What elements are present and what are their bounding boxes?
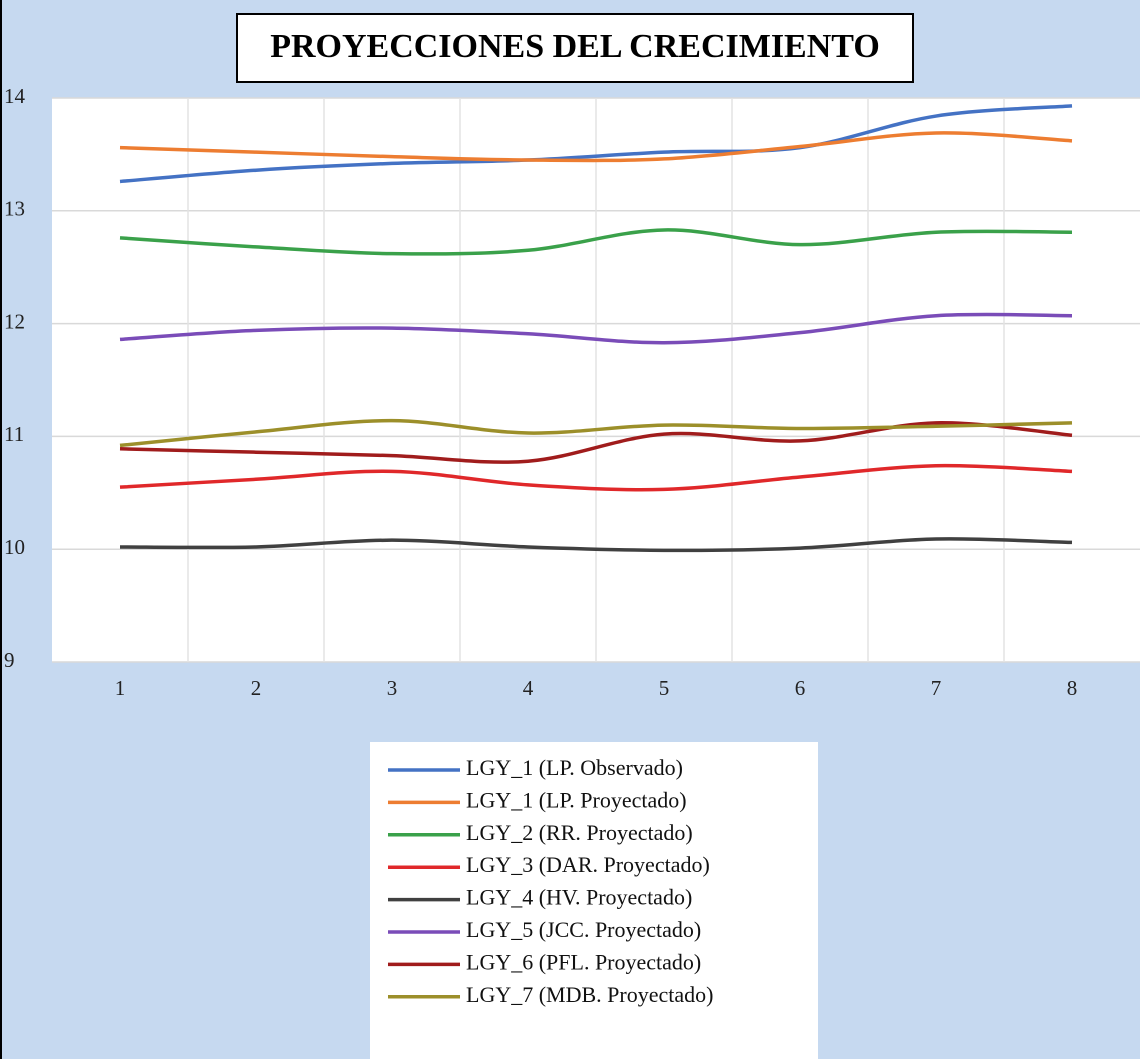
grid bbox=[52, 97, 1140, 663]
series-line bbox=[119, 104, 1073, 184]
x-tick-label: 4 bbox=[523, 676, 534, 700]
x-tick-label: 8 bbox=[1067, 676, 1078, 700]
legend-label: LGY_4 (HV. Proyectado) bbox=[466, 885, 692, 910]
series-line bbox=[119, 418, 1073, 448]
legend-label: LGY_1 (LP. Proyectado) bbox=[466, 787, 687, 812]
y-tick-label: 11 bbox=[4, 422, 24, 446]
series-line bbox=[119, 537, 1073, 553]
x-tick-label: 2 bbox=[251, 676, 262, 700]
y-tick-label: 14 bbox=[4, 84, 26, 108]
legend-label: LGY_2 (RR. Proyectado) bbox=[466, 820, 693, 845]
x-tick-label: 1 bbox=[115, 676, 126, 700]
legend-label: LGY_7 (MDB. Proyectado) bbox=[466, 982, 713, 1007]
y-tick-label: 12 bbox=[4, 309, 25, 333]
legend-label: LGY_3 (DAR. Proyectado) bbox=[466, 852, 710, 877]
lines bbox=[119, 104, 1073, 553]
legend-label: LGY_5 (JCC. Proyectado) bbox=[466, 917, 701, 942]
chart-title: PROYECCIONES DEL CRECIMIENTO bbox=[270, 28, 880, 65]
legend-label: LGY_1 (LP. Observado) bbox=[466, 755, 683, 780]
x-tick-label: 6 bbox=[795, 676, 806, 700]
y-tick-label: 9 bbox=[4, 648, 15, 672]
legend-label: LGY_6 (PFL. Proyectado) bbox=[466, 949, 701, 974]
series-line bbox=[119, 312, 1073, 345]
x-tick-label: 3 bbox=[387, 676, 398, 700]
y-tick-label: 10 bbox=[4, 535, 25, 559]
series-line bbox=[119, 228, 1073, 256]
x-tick-label: 5 bbox=[659, 676, 670, 700]
y-tick-label: 13 bbox=[4, 197, 25, 221]
x-tick-label: 7 bbox=[931, 676, 942, 700]
series-line bbox=[119, 131, 1073, 163]
title-box bbox=[236, 13, 914, 83]
series-line bbox=[119, 421, 1073, 464]
series-line bbox=[119, 463, 1073, 492]
